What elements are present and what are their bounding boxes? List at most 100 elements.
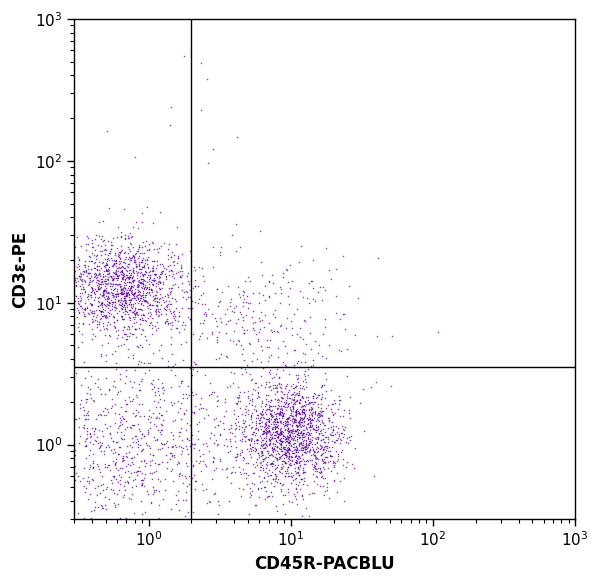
Point (178, 479, 188, 488)
Point (167, 102, 176, 111)
Point (74, 264, 83, 273)
Point (104, 495, 114, 504)
Point (295, 324, 305, 333)
Point (314, 428, 324, 437)
Point (115, 417, 124, 426)
Point (99, 293, 109, 302)
Point (140, 266, 150, 276)
Point (302, 443, 312, 453)
Point (60, 485, 70, 495)
Point (288, 448, 298, 457)
Point (298, 376, 308, 385)
Point (316, 407, 326, 416)
Point (92, 287, 102, 296)
Point (277, 464, 287, 473)
Point (271, 427, 281, 436)
Point (262, 429, 271, 438)
Point (178, 293, 187, 302)
Point (113, 387, 122, 397)
Point (134, 436, 143, 445)
Point (125, 270, 134, 279)
Point (74, 277, 83, 286)
Point (62, 455, 71, 464)
Point (293, 426, 302, 435)
Point (177, 303, 187, 312)
Point (237, 349, 247, 359)
Point (62, 479, 72, 489)
Point (286, 433, 296, 442)
Point (328, 399, 338, 409)
Point (94, 443, 104, 453)
Point (244, 435, 254, 444)
Point (118, 419, 127, 429)
Point (131, 305, 140, 314)
Point (267, 425, 277, 434)
Point (295, 416, 304, 426)
Point (261, 440, 271, 450)
Point (142, 288, 151, 297)
Point (129, 509, 139, 518)
Point (134, 286, 143, 295)
Point (128, 307, 138, 317)
Point (299, 519, 309, 528)
Point (142, 516, 152, 525)
Point (271, 501, 281, 510)
Point (207, 328, 217, 337)
Point (273, 461, 283, 470)
Point (93, 374, 103, 384)
Point (17, 409, 27, 419)
Point (254, 314, 263, 323)
Point (318, 419, 328, 428)
Point (262, 436, 271, 446)
Point (109, 449, 118, 458)
Point (127, 453, 137, 463)
Point (137, 480, 146, 489)
Point (95, 384, 105, 394)
Point (151, 387, 160, 397)
Point (144, 274, 154, 283)
Point (291, 447, 301, 457)
Point (191, 477, 201, 486)
Point (112, 390, 122, 399)
Point (291, 457, 301, 466)
Point (194, 446, 203, 455)
Point (178, 393, 187, 402)
Point (133, 467, 143, 476)
Point (89, 287, 99, 297)
Point (307, 418, 316, 427)
Point (292, 421, 301, 430)
Point (182, 434, 191, 444)
Point (325, 429, 335, 439)
Point (119, 258, 128, 267)
Point (272, 429, 281, 438)
Point (91, 277, 101, 287)
Point (278, 412, 288, 421)
Point (283, 431, 292, 440)
Point (189, 357, 199, 367)
Point (156, 340, 166, 350)
Point (272, 416, 282, 426)
Point (300, 444, 310, 453)
Point (113, 266, 123, 276)
Point (83, 261, 92, 270)
Point (105, 249, 115, 258)
Point (293, 446, 302, 455)
Point (187, 407, 197, 416)
Point (53, 385, 62, 394)
Point (142, 291, 151, 300)
Point (111, 279, 121, 288)
Point (176, 443, 186, 452)
Point (121, 399, 130, 409)
Point (148, 238, 157, 247)
Point (179, 409, 189, 418)
Point (157, 267, 167, 276)
Point (328, 399, 337, 408)
Point (276, 393, 286, 402)
Point (214, 395, 223, 405)
Point (137, 255, 147, 265)
Point (25, 394, 34, 403)
Point (118, 457, 127, 466)
Point (238, 415, 248, 425)
Point (302, 425, 312, 434)
Point (273, 394, 283, 404)
